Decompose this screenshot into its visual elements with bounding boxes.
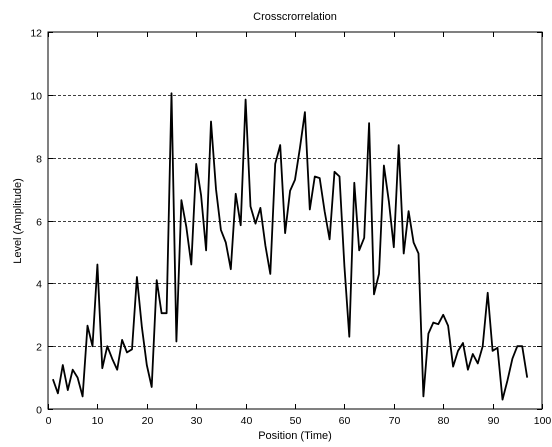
y-axis-label: Level (Amplitude) <box>12 178 24 264</box>
x-tick-label: 80 <box>438 415 450 427</box>
tick-marks <box>48 32 543 410</box>
y-tick-label: 6 <box>36 217 42 229</box>
x-tick-label: 0 <box>46 415 52 427</box>
y-tick-label: 4 <box>36 279 42 291</box>
y-tick-label: 12 <box>30 28 42 40</box>
plot-frame <box>47 31 543 410</box>
series-layer <box>52 92 529 401</box>
series-line <box>52 92 529 401</box>
x-tick-label: 10 <box>92 415 104 427</box>
y-tick-label: 10 <box>30 91 42 103</box>
y-tick-label: 0 <box>36 405 42 417</box>
x-tick-label: 40 <box>241 415 253 427</box>
x-tick-label: 70 <box>389 415 401 427</box>
x-tick-label: 100 <box>534 415 552 427</box>
x-tick-label: 60 <box>339 415 351 427</box>
y-tick-label: 8 <box>36 154 42 166</box>
tick-labels: 0 2 4 6 8 10 12 0 10 20 30 40 50 60 70 80 90 100 <box>30 28 551 428</box>
grid-lines <box>48 95 542 347</box>
chart-title: Crosscrorrelation <box>253 11 337 23</box>
x-tick-label: 90 <box>488 415 500 427</box>
x-axis-label: Position (Time) <box>258 430 332 442</box>
x-tick-label: 50 <box>290 415 302 427</box>
y-tick-label: 2 <box>36 342 42 354</box>
x-tick-label: 20 <box>142 415 154 427</box>
x-tick-label: 30 <box>191 415 203 427</box>
